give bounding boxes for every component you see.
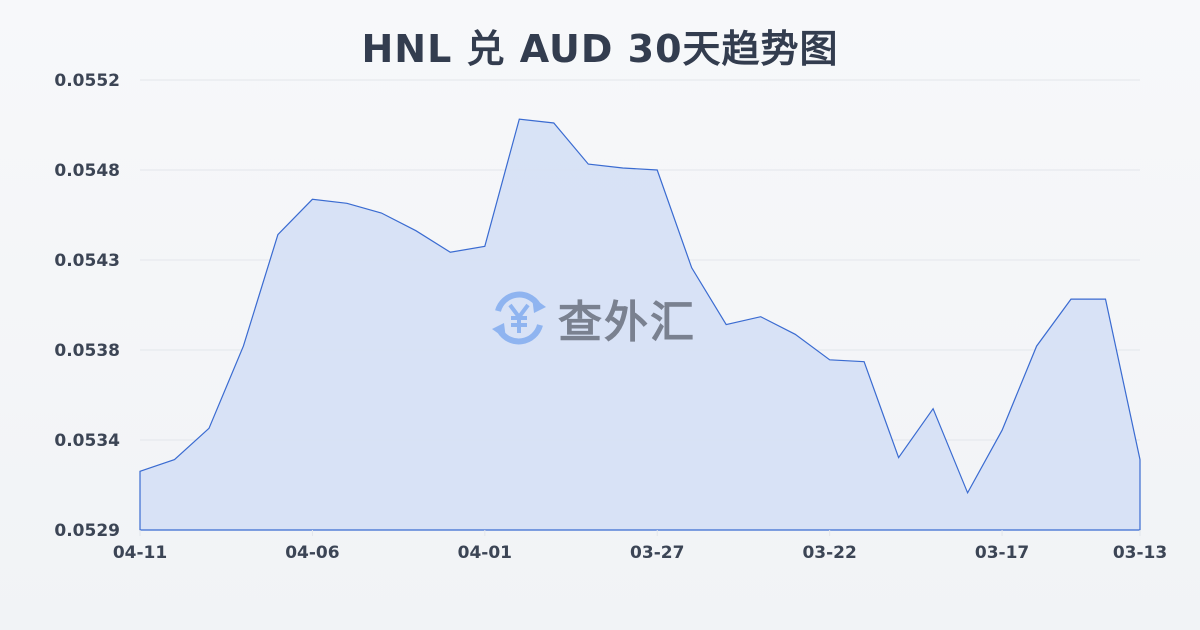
x-tick-label: 03-13 — [1113, 543, 1167, 563]
y-tick-label: 0.0529 — [54, 521, 120, 541]
x-tick-label: 04-01 — [458, 543, 512, 563]
x-tick-label: 04-11 — [113, 543, 167, 563]
y-tick-label: 0.0538 — [54, 341, 120, 361]
x-tick-label: 03-22 — [802, 543, 856, 563]
x-tick-label: 04-06 — [285, 543, 339, 563]
watermark: 查外汇 — [488, 286, 696, 350]
chart-title: HNL 兑 AUD 30天趋势图 — [361, 27, 839, 71]
yen-exchange-icon — [492, 291, 546, 345]
area-series — [139, 118, 1141, 531]
x-tick-label: 03-17 — [975, 543, 1029, 563]
y-tick-label: 0.0543 — [54, 251, 120, 271]
y-tick-label: 0.0534 — [54, 431, 120, 451]
y-tick-label: 0.0548 — [54, 161, 120, 181]
y-tick-label: 0.0552 — [54, 71, 120, 91]
x-tick-label: 03-27 — [630, 543, 684, 563]
watermark-text: 查外汇 — [558, 297, 696, 348]
